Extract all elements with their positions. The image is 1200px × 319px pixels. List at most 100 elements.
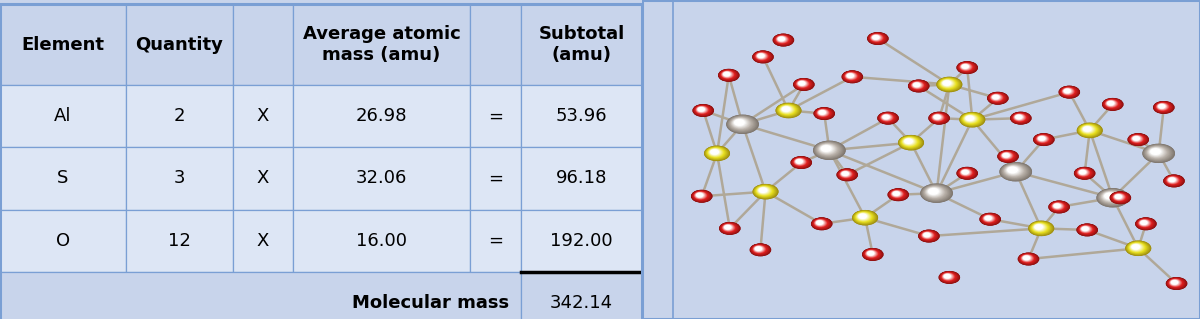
Circle shape <box>1128 242 1147 253</box>
Circle shape <box>865 250 877 257</box>
Circle shape <box>854 211 876 224</box>
Circle shape <box>1014 114 1025 121</box>
Circle shape <box>1103 192 1118 201</box>
Circle shape <box>893 192 900 196</box>
Circle shape <box>958 167 977 179</box>
Circle shape <box>1130 135 1145 144</box>
Circle shape <box>776 103 800 117</box>
Circle shape <box>1103 192 1118 201</box>
Circle shape <box>869 33 886 43</box>
Circle shape <box>722 72 731 77</box>
Circle shape <box>779 105 796 114</box>
Circle shape <box>1169 178 1176 182</box>
Circle shape <box>778 104 799 116</box>
Circle shape <box>1015 115 1022 119</box>
Circle shape <box>780 106 793 113</box>
Circle shape <box>840 171 852 178</box>
Circle shape <box>864 250 880 258</box>
Circle shape <box>940 79 956 88</box>
Circle shape <box>1039 137 1045 140</box>
Bar <box>521 210 642 272</box>
Circle shape <box>847 74 853 78</box>
Circle shape <box>964 115 977 122</box>
Circle shape <box>1078 169 1088 175</box>
Circle shape <box>1051 203 1066 211</box>
Circle shape <box>966 116 974 121</box>
Circle shape <box>941 80 954 87</box>
Circle shape <box>1081 125 1096 134</box>
Circle shape <box>1034 134 1052 145</box>
Circle shape <box>871 35 881 41</box>
Circle shape <box>990 93 1004 102</box>
Circle shape <box>758 54 764 57</box>
Circle shape <box>893 191 901 196</box>
Circle shape <box>1038 137 1045 141</box>
Circle shape <box>1105 100 1118 108</box>
Circle shape <box>1132 136 1141 141</box>
Circle shape <box>930 113 948 123</box>
Circle shape <box>857 213 870 220</box>
Circle shape <box>709 149 721 156</box>
Circle shape <box>1156 103 1171 111</box>
Circle shape <box>1033 134 1054 145</box>
Circle shape <box>913 83 919 86</box>
Circle shape <box>1036 135 1051 144</box>
Circle shape <box>1153 102 1174 113</box>
Circle shape <box>1002 153 1012 158</box>
Bar <box>126 210 233 272</box>
Circle shape <box>1156 103 1170 111</box>
Circle shape <box>778 37 786 41</box>
Circle shape <box>880 114 894 122</box>
Circle shape <box>910 80 928 91</box>
Circle shape <box>845 73 857 79</box>
Circle shape <box>732 118 749 128</box>
Circle shape <box>890 190 904 198</box>
Circle shape <box>1104 99 1121 109</box>
Circle shape <box>1112 193 1127 201</box>
Circle shape <box>1021 255 1032 261</box>
Circle shape <box>1103 192 1118 201</box>
Circle shape <box>1003 165 1026 177</box>
Circle shape <box>1139 220 1150 226</box>
Circle shape <box>938 78 959 90</box>
Circle shape <box>901 137 919 147</box>
Circle shape <box>1060 87 1079 97</box>
Circle shape <box>1080 125 1097 134</box>
Circle shape <box>1105 100 1117 107</box>
Circle shape <box>794 159 806 165</box>
Circle shape <box>980 214 998 224</box>
Circle shape <box>1127 242 1148 254</box>
Circle shape <box>1080 226 1093 233</box>
Circle shape <box>818 145 835 154</box>
Text: X: X <box>257 107 269 125</box>
Circle shape <box>889 189 907 200</box>
Circle shape <box>1098 189 1127 206</box>
Circle shape <box>1168 279 1183 287</box>
Circle shape <box>798 81 806 86</box>
Circle shape <box>812 219 830 229</box>
Circle shape <box>1079 225 1094 234</box>
Circle shape <box>1078 124 1102 137</box>
Circle shape <box>959 169 973 177</box>
Circle shape <box>934 115 940 119</box>
Circle shape <box>844 71 860 82</box>
Circle shape <box>817 110 828 116</box>
Circle shape <box>1076 168 1092 178</box>
Circle shape <box>1115 195 1122 199</box>
Circle shape <box>1165 176 1181 185</box>
Circle shape <box>943 274 952 279</box>
Circle shape <box>756 186 773 196</box>
Bar <box>126 4 233 85</box>
Circle shape <box>924 186 948 199</box>
Circle shape <box>760 188 767 192</box>
Circle shape <box>920 231 937 241</box>
Circle shape <box>853 211 876 224</box>
Circle shape <box>1156 103 1171 111</box>
Circle shape <box>872 35 881 40</box>
Circle shape <box>694 105 713 116</box>
Circle shape <box>707 148 725 158</box>
Circle shape <box>964 115 977 122</box>
Circle shape <box>752 245 767 253</box>
Circle shape <box>1165 176 1182 186</box>
Circle shape <box>1081 227 1088 231</box>
